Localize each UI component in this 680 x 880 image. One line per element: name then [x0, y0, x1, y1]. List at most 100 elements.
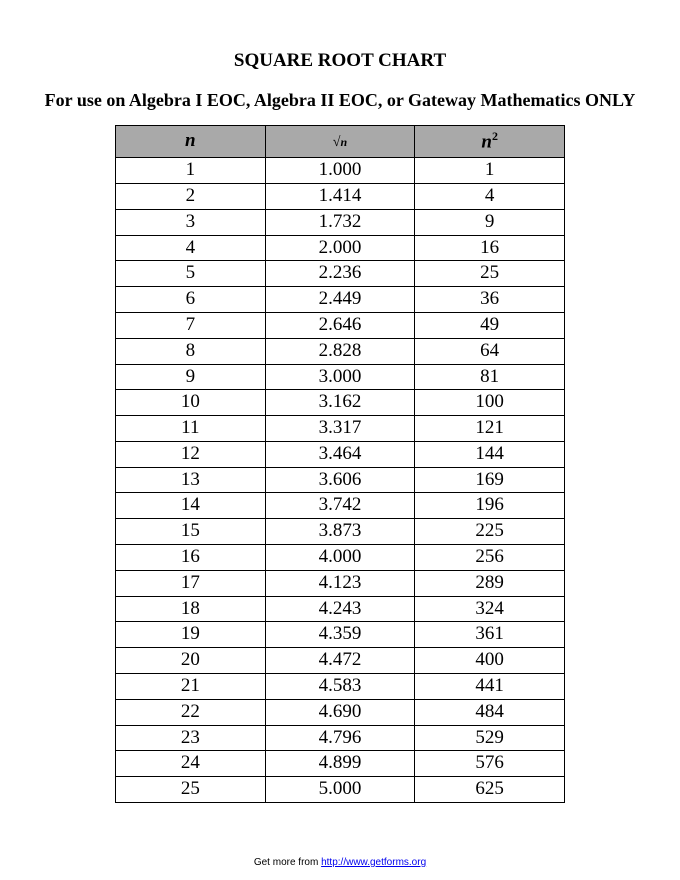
table-cell: 441 — [415, 674, 565, 700]
table-cell: 2.646 — [265, 312, 415, 338]
table-cell: 4.359 — [265, 622, 415, 648]
col-header-sqrt-n: √n — [265, 126, 415, 158]
table-row: 123.464144 — [116, 441, 565, 467]
table-cell: 22 — [116, 699, 266, 725]
table-cell: 324 — [415, 596, 565, 622]
table-cell: 6 — [116, 287, 266, 313]
table-cell: 10 — [116, 390, 266, 416]
table-cell: 256 — [415, 545, 565, 571]
table-cell: 1.414 — [265, 183, 415, 209]
table-cell: 64 — [415, 338, 565, 364]
table-cell: 23 — [116, 725, 266, 751]
table-row: 52.23625 — [116, 261, 565, 287]
page-subtitle: For use on Algebra I EOC, Algebra II EOC… — [20, 90, 660, 111]
footer-link[interactable]: http://www.getforms.org — [321, 857, 426, 868]
table-cell: 17 — [116, 570, 266, 596]
table-cell: 11 — [116, 416, 266, 442]
table-cell: 9 — [116, 364, 266, 390]
footer-prefix: Get more from — [254, 857, 321, 868]
table-cell: 4.000 — [265, 545, 415, 571]
table-cell: 81 — [415, 364, 565, 390]
table-row: 184.243324 — [116, 596, 565, 622]
table-row: 21.4144 — [116, 183, 565, 209]
table-row: 234.796529 — [116, 725, 565, 751]
table-cell: 4.583 — [265, 674, 415, 700]
table-cell: 24 — [116, 751, 266, 777]
table-cell: 3.873 — [265, 519, 415, 545]
table-row: 224.690484 — [116, 699, 565, 725]
table-cell: 625 — [415, 777, 565, 803]
table-cell: 9 — [415, 209, 565, 235]
table-cell: 400 — [415, 648, 565, 674]
table-cell: 15 — [116, 519, 266, 545]
table-cell: 49 — [415, 312, 565, 338]
table-cell: 3.464 — [265, 441, 415, 467]
col-header-n-squared: n2 — [415, 126, 565, 158]
table-row: 93.00081 — [116, 364, 565, 390]
table-header-row: n √n n2 — [116, 126, 565, 158]
table-row: 143.742196 — [116, 493, 565, 519]
table-row: 214.583441 — [116, 674, 565, 700]
table-cell: 169 — [415, 467, 565, 493]
table-row: 194.359361 — [116, 622, 565, 648]
table-cell: 361 — [415, 622, 565, 648]
table-cell: 4.899 — [265, 751, 415, 777]
table-cell: 25 — [116, 777, 266, 803]
table-cell: 19 — [116, 622, 266, 648]
table-row: 72.64649 — [116, 312, 565, 338]
table-cell: 7 — [116, 312, 266, 338]
table-cell: 144 — [415, 441, 565, 467]
table-cell: 3 — [116, 209, 266, 235]
table-cell: 4.243 — [265, 596, 415, 622]
table-cell: 2.449 — [265, 287, 415, 313]
table-cell: 4.690 — [265, 699, 415, 725]
table-row: 42.00016 — [116, 235, 565, 261]
table-row: 255.000625 — [116, 777, 565, 803]
table-row: 244.899576 — [116, 751, 565, 777]
col-header-n: n — [116, 126, 266, 158]
table-cell: 4 — [116, 235, 266, 261]
table-row: 204.472400 — [116, 648, 565, 674]
table-cell: 1.732 — [265, 209, 415, 235]
table-row: 113.317121 — [116, 416, 565, 442]
table-row: 153.873225 — [116, 519, 565, 545]
table-row: 11.0001 — [116, 158, 565, 184]
table-cell: 100 — [415, 390, 565, 416]
table-cell: 576 — [415, 751, 565, 777]
table-cell: 4.123 — [265, 570, 415, 596]
table-cell: 13 — [116, 467, 266, 493]
table-cell: 25 — [415, 261, 565, 287]
table-cell: 1 — [116, 158, 266, 184]
table-row: 62.44936 — [116, 287, 565, 313]
table-cell: 4.472 — [265, 648, 415, 674]
table-cell: 4 — [415, 183, 565, 209]
table-cell: 36 — [415, 287, 565, 313]
table-cell: 12 — [116, 441, 266, 467]
table-cell: 4.796 — [265, 725, 415, 751]
table-cell: 5.000 — [265, 777, 415, 803]
table-row: 82.82864 — [116, 338, 565, 364]
table-row: 164.000256 — [116, 545, 565, 571]
table-row: 31.7329 — [116, 209, 565, 235]
table-cell: 3.000 — [265, 364, 415, 390]
table-cell: 16 — [415, 235, 565, 261]
table-cell: 5 — [116, 261, 266, 287]
table-cell: 20 — [116, 648, 266, 674]
table-cell: 225 — [415, 519, 565, 545]
table-cell: 16 — [116, 545, 266, 571]
table-cell: 3.317 — [265, 416, 415, 442]
square-root-table: n √n n2 11.000121.414431.732942.0001652.… — [115, 125, 565, 803]
table-cell: 2.236 — [265, 261, 415, 287]
table-cell: 3.162 — [265, 390, 415, 416]
table-row: 174.123289 — [116, 570, 565, 596]
table-cell: 1.000 — [265, 158, 415, 184]
table-row: 103.162100 — [116, 390, 565, 416]
table-cell: 121 — [415, 416, 565, 442]
table-cell: 1 — [415, 158, 565, 184]
table-cell: 2.828 — [265, 338, 415, 364]
table-cell: 3.606 — [265, 467, 415, 493]
table-cell: 8 — [116, 338, 266, 364]
table-cell: 18 — [116, 596, 266, 622]
table-cell: 529 — [415, 725, 565, 751]
table-cell: 3.742 — [265, 493, 415, 519]
